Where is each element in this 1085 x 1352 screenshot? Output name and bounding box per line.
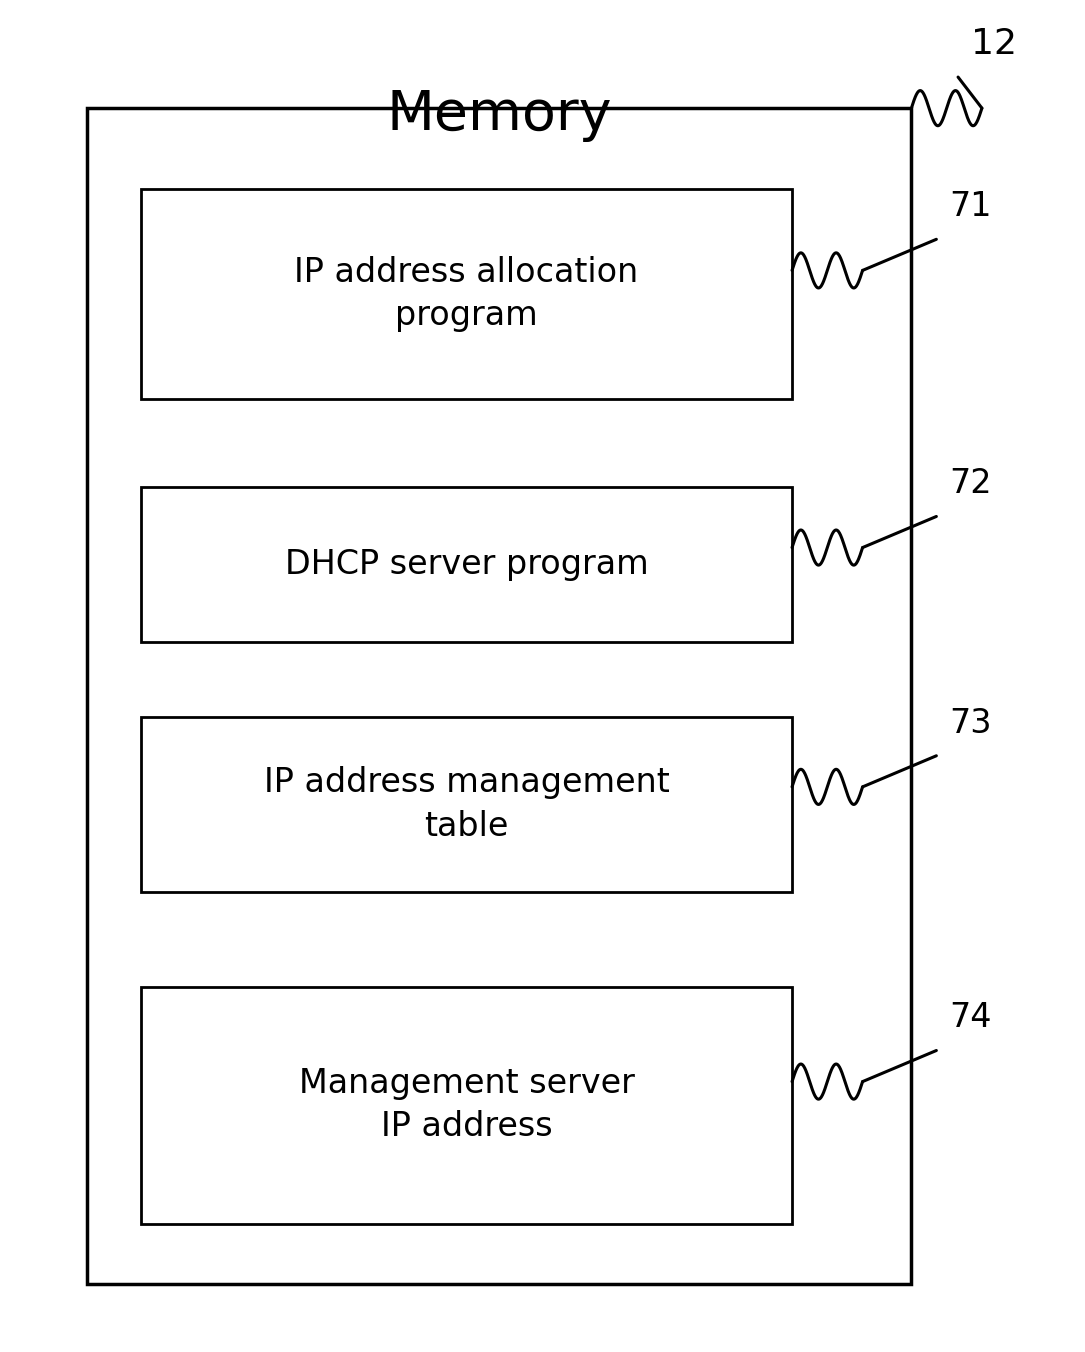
Text: IP address management
table: IP address management table xyxy=(264,767,669,842)
Bar xyxy=(87,108,911,1284)
Text: 74: 74 xyxy=(949,1002,992,1034)
Text: Management server
IP address: Management server IP address xyxy=(298,1067,635,1144)
Text: 12: 12 xyxy=(971,27,1017,61)
Text: 72: 72 xyxy=(949,468,992,500)
Text: IP address allocation
program: IP address allocation program xyxy=(294,256,639,333)
Bar xyxy=(141,487,792,642)
Bar xyxy=(141,189,792,399)
Text: 73: 73 xyxy=(949,707,992,740)
Text: DHCP server program: DHCP server program xyxy=(284,548,649,581)
Bar xyxy=(141,717,792,892)
Text: Memory: Memory xyxy=(386,88,612,142)
Text: 71: 71 xyxy=(949,191,992,223)
Bar xyxy=(141,987,792,1224)
